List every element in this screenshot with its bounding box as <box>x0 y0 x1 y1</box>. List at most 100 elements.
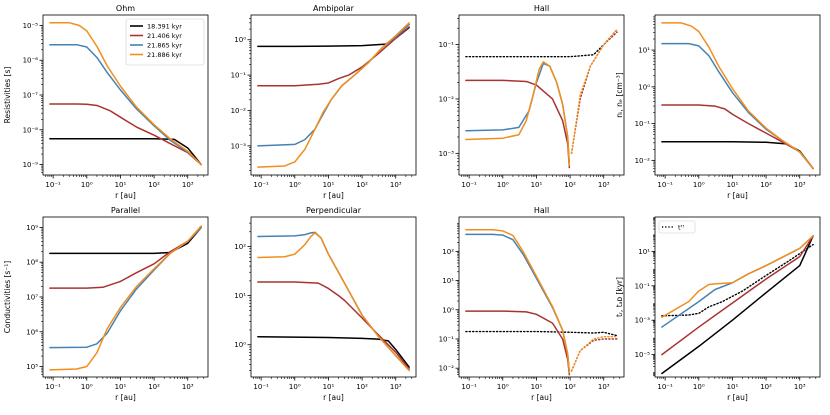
y-tick-label: 10⁵ <box>26 363 38 371</box>
x-tick-label: 10² <box>760 181 772 189</box>
subplot-title: Ohm <box>116 4 135 13</box>
series-line-21-406-kyr <box>661 104 814 170</box>
x-tick-label: 10¹ <box>727 181 739 189</box>
series-line-21-406-kyr <box>570 31 618 155</box>
legend-label: tᶠᶠ <box>678 223 684 231</box>
x-tick-label: 10³ <box>390 181 402 189</box>
x-tick-label: 10² <box>564 383 576 391</box>
x-tick-label: 10² <box>148 181 160 189</box>
x-tick-label: 10¹ <box>727 383 739 391</box>
y-tick-label: 10⁻¹ <box>439 335 455 343</box>
series-line-21-406-kyr <box>257 26 410 87</box>
series-line-21-406-kyr <box>661 235 814 356</box>
series-line-t-ff <box>661 243 814 317</box>
series-line-21-886-kyr <box>257 232 410 372</box>
series-group <box>49 21 202 166</box>
series-line-21-886-kyr <box>661 22 814 170</box>
y-tick-label: 10⁻⁷ <box>23 92 39 100</box>
x-tick-label: 10⁻¹ <box>45 383 61 391</box>
series-line-21-406-kyr <box>465 310 571 376</box>
x-tick-label: 10³ <box>182 181 194 189</box>
y-tick-label: 10⁻³ <box>635 317 651 325</box>
y-tick-label: 10⁰ <box>234 341 246 349</box>
axes-frame <box>42 14 209 176</box>
subplot-2: 10⁻¹ 10⁰ 10¹ 10² 10³ 10⁻³ 10⁻² 10⁻¹ 10⁰ Ambipolar… <box>231 4 417 200</box>
x-tick-label: 10⁻¹ <box>253 181 269 189</box>
x-tick-label: 10¹ <box>323 383 335 391</box>
subplot-7: 10⁻¹ 10⁰ 10¹ 10² 10³ 10⁻² 10⁻¹ 10⁰ 10¹ 10² Hall r [… <box>439 206 625 402</box>
x-tick-label: 10⁰ <box>81 383 93 391</box>
x-tick-label: 10⁻¹ <box>657 181 673 189</box>
axes-frame <box>458 216 625 378</box>
y-tick-label: 10⁻⁸ <box>23 126 39 134</box>
y-tick-label: 10¹ <box>638 248 650 256</box>
series-group <box>465 28 618 169</box>
x-axis-label: r [au] <box>115 191 136 200</box>
x-tick-label: 10⁰ <box>289 383 301 391</box>
y-tick-label: 10⁻⁹ <box>23 161 39 169</box>
legend-label: 21.886 kyr <box>147 51 182 59</box>
x-axis-label: r [au] <box>115 393 136 402</box>
series-line-21-865-kyr <box>465 62 571 167</box>
series-line-21-406-kyr <box>465 79 571 169</box>
series-line-21-886-kyr <box>570 28 618 155</box>
x-tick-label: 10¹ <box>531 181 543 189</box>
axes-frame <box>42 216 209 378</box>
x-tick-label: 10⁻¹ <box>657 383 673 391</box>
x-tick-label: 10⁻¹ <box>461 181 477 189</box>
x-tick-label: 10⁰ <box>289 181 301 189</box>
y-axis-label: Resistivities [s] <box>3 67 12 124</box>
series-line-21-406-kyr <box>49 226 202 289</box>
x-axis-label: r [au] <box>323 191 344 200</box>
series-line-21-865-kyr <box>661 235 814 328</box>
y-tick-label: 10⁻⁶ <box>23 57 39 65</box>
y-tick-label: 10⁻³ <box>231 142 247 150</box>
y-tick-label: 10¹ <box>442 277 454 285</box>
y-tick-label: 10⁻³ <box>439 150 455 158</box>
subplot-4: 10⁻¹ 10⁰ 10¹ 10² 10³ 10⁻² 10⁻¹ 10⁰ 10¹ r [au] nᵢ, … <box>615 14 821 200</box>
y-tick-label: 10¹ <box>234 292 246 300</box>
x-tick-label: 10³ <box>182 383 194 391</box>
x-tick-label: 10³ <box>390 383 402 391</box>
axes-frame <box>250 216 417 378</box>
subplot-title: Hall <box>534 206 549 215</box>
series-group <box>257 231 410 372</box>
series-line-21-886-kyr <box>465 61 571 167</box>
series-line-21-865-kyr <box>257 231 410 372</box>
y-tick-label: 10⁰ <box>638 83 650 91</box>
y-axis-label: nᵢ, nₑ [cm⁻³] <box>615 72 624 117</box>
y-tick-label: 10⁻¹ <box>231 72 247 80</box>
legend-box <box>125 18 205 66</box>
x-tick-label: 10⁰ <box>497 181 509 189</box>
x-tick-label: 10⁻¹ <box>253 383 269 391</box>
subplot-title: Hall <box>534 4 549 13</box>
y-tick-label: 10⁷ <box>26 294 38 302</box>
series-group <box>465 228 618 376</box>
y-tick-label: 10⁸ <box>26 259 38 267</box>
x-axis-label: r [au] <box>727 393 748 402</box>
series-line-21-886-kyr <box>49 21 202 166</box>
x-tick-label: 10³ <box>794 383 806 391</box>
legend: tᶠᶠ <box>658 220 696 234</box>
series-line-18-391-kyr <box>49 138 202 166</box>
series-line-21-886-kyr <box>257 22 410 168</box>
y-tick-label: 10⁻² <box>635 157 651 165</box>
x-axis-label: r [au] <box>323 393 344 402</box>
subplot-1: 10⁻¹ 10⁰ 10¹ 10² 10³ 10⁻⁹ 10⁻⁸ 10⁻⁷ 10⁻⁶ 10⁻⁵ Ohm r… <box>3 4 209 200</box>
axes-frame <box>654 14 821 176</box>
x-tick-label: 10² <box>148 383 160 391</box>
y-tick-label: 10⁻¹ <box>439 41 455 49</box>
series-line-18-391-kyr <box>49 226 202 255</box>
legend-box <box>658 220 696 234</box>
y-tick-label: 10⁻⁵ <box>23 22 39 30</box>
legend-label: 21.406 kyr <box>147 32 182 40</box>
y-tick-label: 10⁻¹ <box>635 282 651 290</box>
y-tick-label: 10² <box>234 243 246 251</box>
subplot-8: 10⁻¹ 10⁰ 10¹ 10² 10³ 10⁻⁵ 10⁻³ 10⁻¹ 10¹ r [au] tᵣ,… <box>615 216 821 402</box>
y-tick-label: 10⁻² <box>439 95 455 103</box>
y-tick-label: 10⁰ <box>442 306 454 314</box>
x-tick-label: 10² <box>356 383 368 391</box>
subplot-title: Parallel <box>111 206 140 215</box>
x-tick-label: 10⁻¹ <box>461 383 477 391</box>
